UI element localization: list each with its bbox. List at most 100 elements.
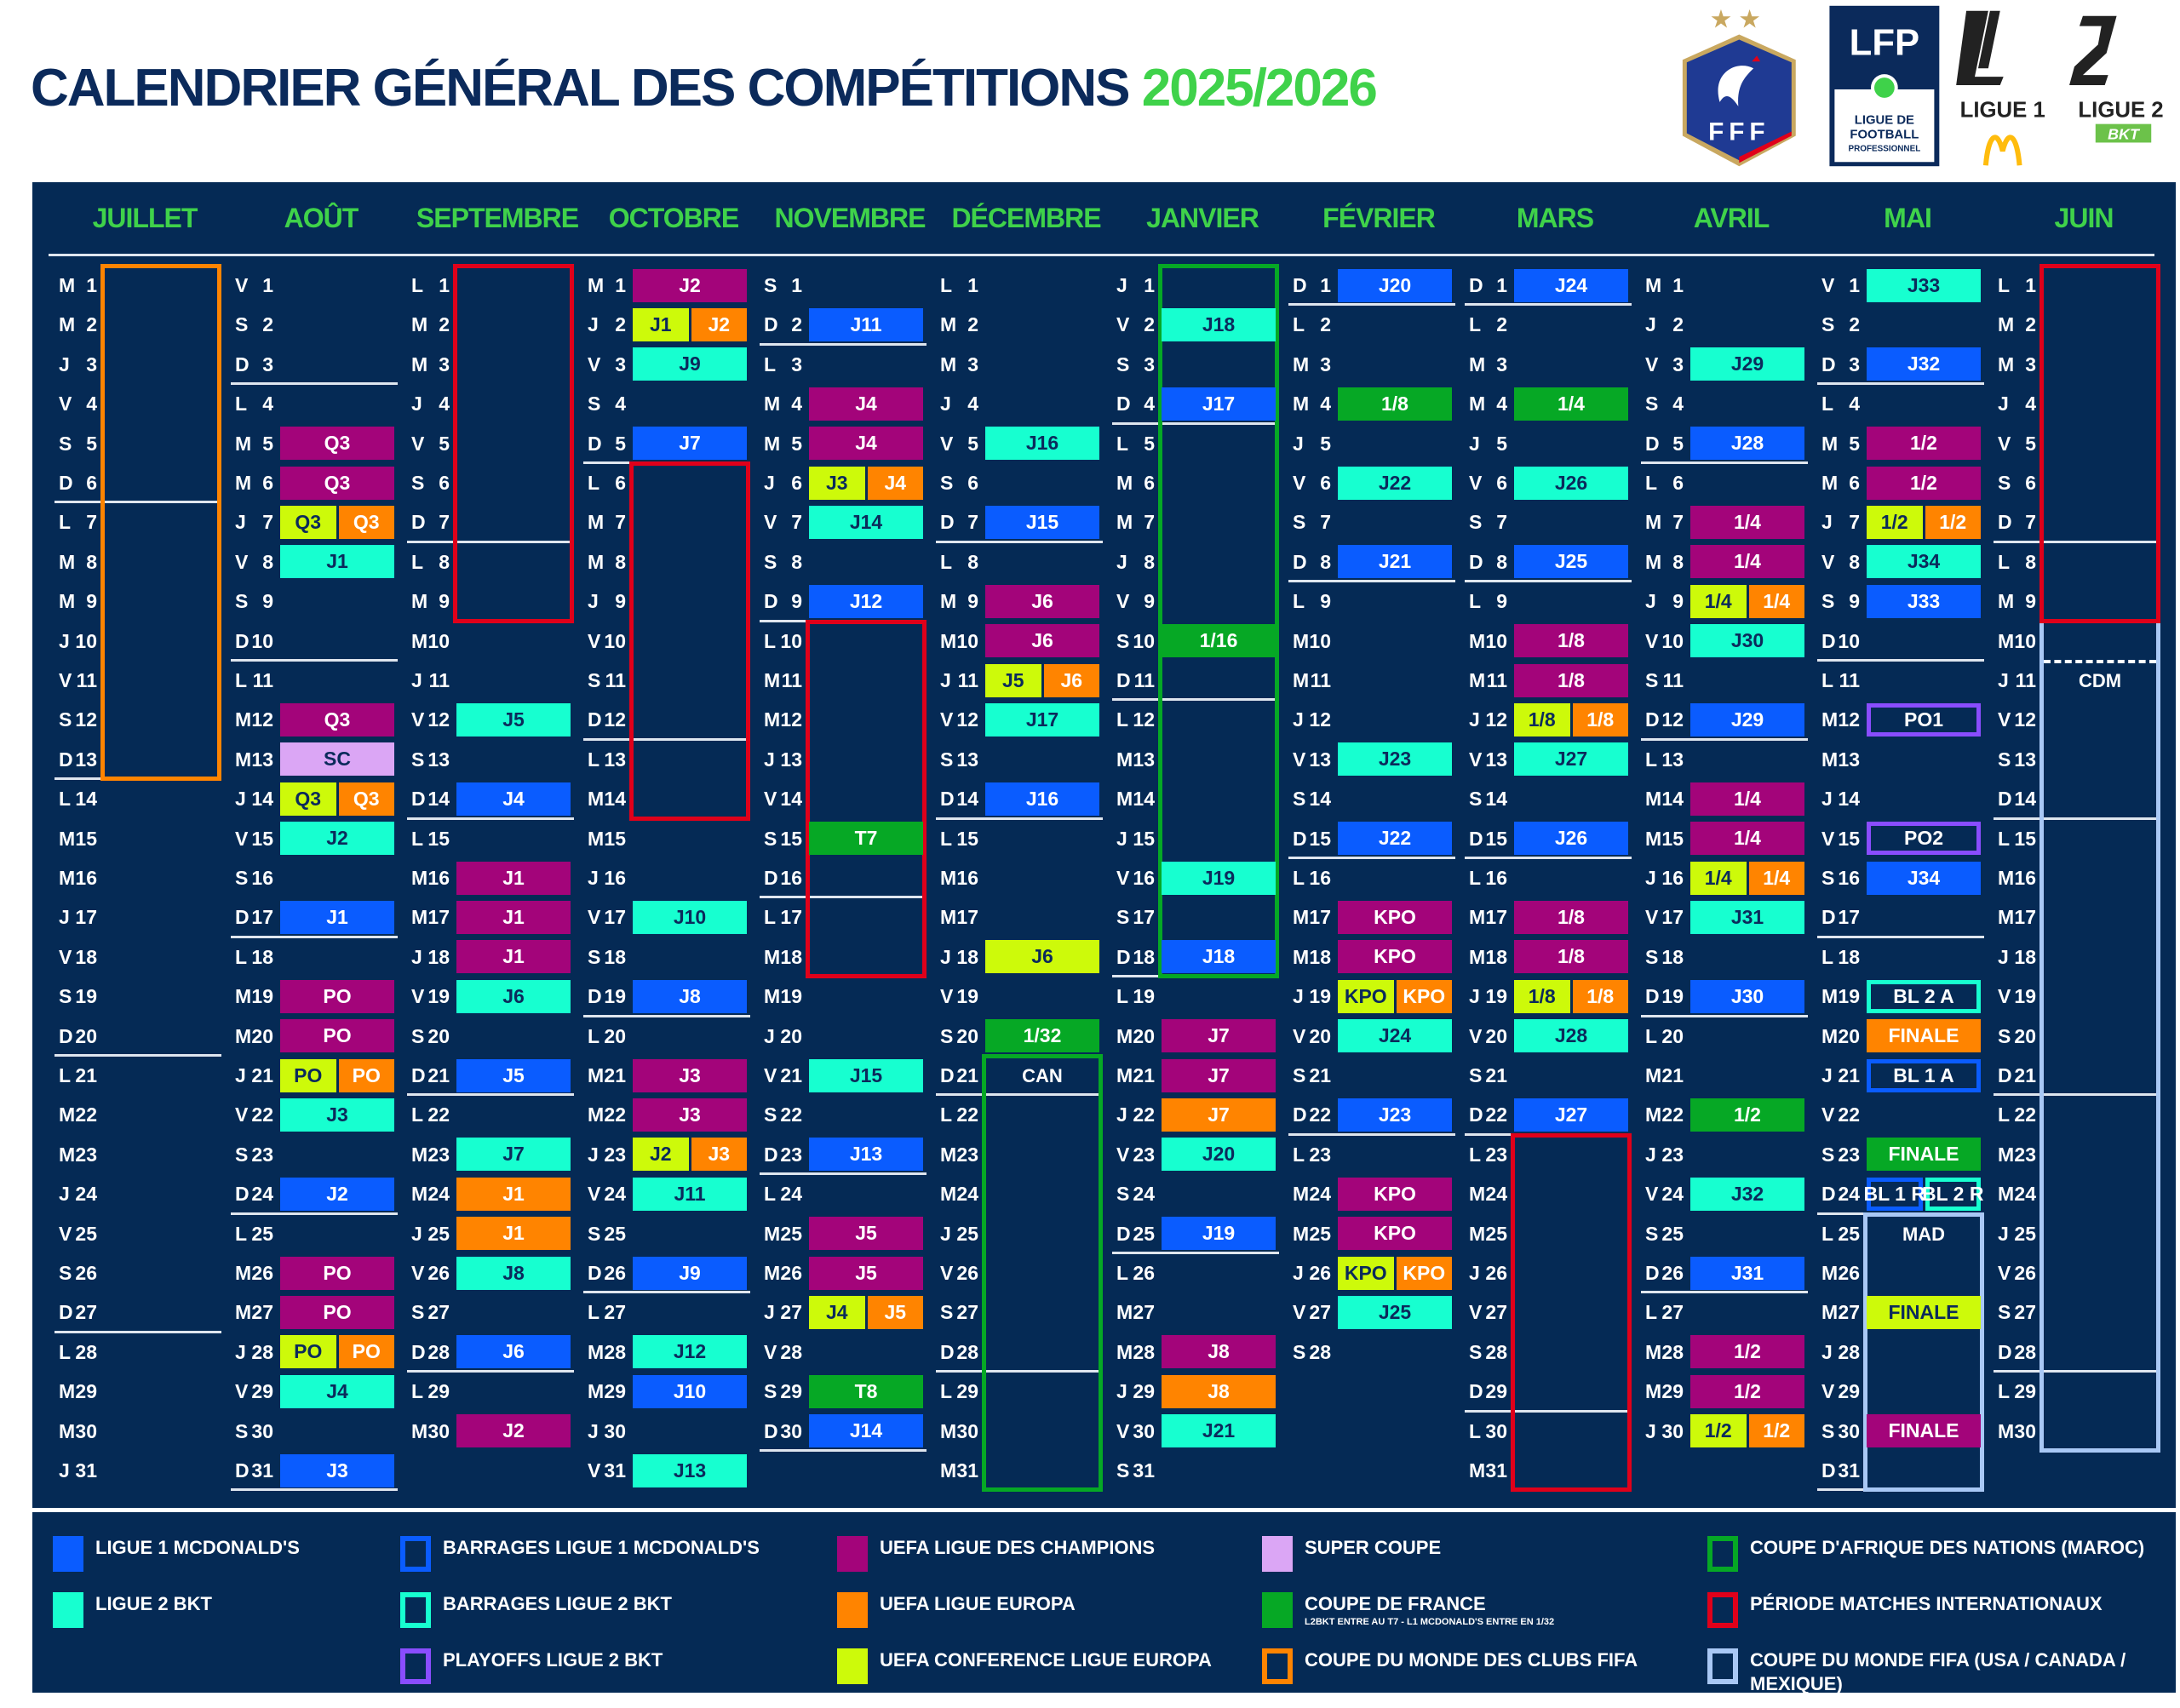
event-l2[interactable]: J17 — [985, 702, 1099, 737]
event-uecl[interactable]: KPO — [1338, 979, 1394, 1013]
event-l2[interactable]: J31 — [1690, 900, 1804, 934]
event-l2[interactable]: J20 — [1162, 1138, 1276, 1172]
event-ucl[interactable]: J7 — [1162, 1058, 1276, 1092]
event-ucl[interactable]: PO — [280, 1295, 394, 1329]
event-l1[interactable]: J34 — [1867, 861, 1981, 895]
event-ucl[interactable]: J1 — [456, 900, 571, 934]
event-l1[interactable]: J31 — [1690, 1256, 1804, 1290]
event-l1[interactable]: J20 — [1338, 268, 1452, 302]
event-uel[interactable]: PO — [338, 1058, 394, 1092]
event-bl1[interactable]: BL 1 R — [1864, 1177, 1925, 1211]
event-uel[interactable]: J1 — [456, 1177, 571, 1211]
event-uecl[interactable]: 1/4 — [1690, 584, 1747, 618]
event-l1[interactable]: J26 — [1514, 822, 1628, 856]
event-ucl[interactable]: 1/2 — [1867, 427, 1981, 461]
event-l1[interactable]: J2 — [280, 1177, 394, 1211]
event-uel[interactable]: Q3 — [338, 505, 394, 539]
event-l2[interactable]: J11 — [633, 1177, 747, 1211]
event-uel[interactable]: J6 — [1043, 663, 1099, 697]
event-uel[interactable]: 1/2 — [1925, 505, 1981, 539]
event-l1[interactable]: J12 — [809, 584, 923, 618]
event-uecl[interactable]: Q3 — [280, 505, 336, 539]
event-l1[interactable]: J4 — [456, 782, 571, 816]
event-l2[interactable]: J22 — [1338, 466, 1452, 500]
event-l1[interactable]: J32 — [1867, 347, 1981, 381]
event-l2[interactable]: J18 — [1162, 307, 1276, 341]
event-ucl[interactable]: J2 — [633, 268, 747, 302]
event-l1[interactable]: J29 — [1690, 702, 1804, 737]
event-uecl[interactable]: FINALE — [1867, 1295, 1981, 1329]
event-l2[interactable]: J2 — [280, 822, 394, 856]
event-l1[interactable]: J15 — [985, 505, 1099, 539]
event-ucl[interactable]: 1/4 — [1690, 822, 1804, 856]
event-ucl[interactable]: J4 — [809, 387, 923, 421]
event-ucl[interactable]: J4 — [809, 427, 923, 461]
event-uecl[interactable]: 1/4 — [1690, 861, 1747, 895]
event-uel[interactable]: J5 — [867, 1295, 923, 1329]
event-ucl[interactable]: PO — [280, 1019, 394, 1053]
event-ucl[interactable]: 1/2 — [1690, 1374, 1804, 1408]
event-l1[interactable]: J11 — [809, 307, 923, 341]
event-l1[interactable]: J18 — [1162, 940, 1276, 974]
event-l1[interactable]: J33 — [1867, 584, 1981, 618]
event-l2[interactable]: J33 — [1867, 268, 1981, 302]
event-l2[interactable]: J4 — [280, 1374, 394, 1408]
event-ucl[interactable]: Q3 — [280, 466, 394, 500]
event-l1[interactable]: J27 — [1514, 1098, 1628, 1132]
event-ucl[interactable]: J8 — [1162, 1335, 1276, 1369]
event-l1[interactable]: J8 — [633, 979, 747, 1013]
event-l2[interactable]: J19 — [1162, 861, 1276, 895]
event-l2[interactable]: J29 — [1690, 347, 1804, 381]
event-l2[interactable]: J6 — [456, 979, 571, 1013]
event-cdf[interactable]: 1/16 — [1162, 624, 1276, 658]
event-uel[interactable]: J4 — [867, 466, 923, 500]
event-uel[interactable]: J7 — [1162, 1098, 1276, 1132]
event-l1[interactable]: J21 — [1338, 545, 1452, 579]
event-uecl[interactable]: Q3 — [280, 782, 336, 816]
event-uel[interactable]: 1/4 — [1748, 861, 1804, 895]
event-ucl[interactable]: J3 — [633, 1058, 747, 1092]
event-ucl[interactable]: 1/8 — [1514, 900, 1628, 934]
event-l2[interactable]: J30 — [1690, 624, 1804, 658]
event-uel[interactable]: J3 — [691, 1138, 747, 1172]
event-l2[interactable]: J25 — [1338, 1295, 1452, 1329]
event-l2[interactable]: J10 — [633, 900, 747, 934]
event-uecl[interactable]: KPO — [1338, 1256, 1394, 1290]
event-uecl[interactable]: 1/2 — [1867, 505, 1923, 539]
event-cdf[interactable]: 1/8 — [1338, 387, 1452, 421]
event-ucl[interactable]: PO — [280, 1256, 394, 1290]
event-uel[interactable]: 1/8 — [1572, 702, 1628, 737]
event-ucl[interactable]: 1/8 — [1514, 940, 1628, 974]
event-ucl[interactable]: J1 — [456, 940, 571, 974]
event-l2[interactable]: J26 — [1514, 466, 1628, 500]
event-l2[interactable]: J28 — [1514, 1019, 1628, 1053]
event-ucl[interactable]: KPO — [1338, 900, 1452, 934]
event-l1[interactable]: J16 — [985, 782, 1099, 816]
event-l1[interactable]: J5 — [456, 1058, 571, 1092]
event-ucl[interactable]: J3 — [633, 1098, 747, 1132]
event-cdf[interactable]: T8 — [809, 1374, 923, 1408]
event-l2[interactable]: J15 — [809, 1058, 923, 1092]
event-bl1[interactable]: BL 1 A — [1867, 1058, 1981, 1092]
event-l1[interactable]: J25 — [1514, 545, 1628, 579]
event-uel[interactable]: Q3 — [338, 782, 394, 816]
event-ucl[interactable]: J2 — [456, 1414, 571, 1448]
event-uel[interactable]: 1/8 — [1572, 979, 1628, 1013]
event-l2[interactable]: J3 — [280, 1098, 394, 1132]
event-uecl[interactable]: J5 — [985, 663, 1041, 697]
event-po2[interactable]: PO1 — [1867, 702, 1981, 737]
event-l1[interactable]: J17 — [1162, 387, 1276, 421]
event-uecl[interactable]: 1/8 — [1514, 979, 1570, 1013]
event-uecl[interactable]: PO — [280, 1335, 336, 1369]
event-bl2[interactable]: BL 2 A — [1867, 979, 1981, 1013]
event-cdf[interactable]: 1/2 — [1690, 1098, 1804, 1132]
event-l2[interactable]: J14 — [809, 505, 923, 539]
event-uel[interactable]: 1/4 — [1748, 584, 1804, 618]
event-uel[interactable]: KPO — [1396, 1256, 1452, 1290]
event-ucl[interactable]: 1/4 — [1690, 545, 1804, 579]
event-l1[interactable]: J28 — [1690, 427, 1804, 461]
event-sc[interactable]: SC — [280, 742, 394, 777]
event-uecl[interactable]: PO — [280, 1058, 336, 1092]
event-ucl[interactable]: 1/4 — [1690, 505, 1804, 539]
event-l2[interactable]: J7 — [456, 1138, 571, 1172]
